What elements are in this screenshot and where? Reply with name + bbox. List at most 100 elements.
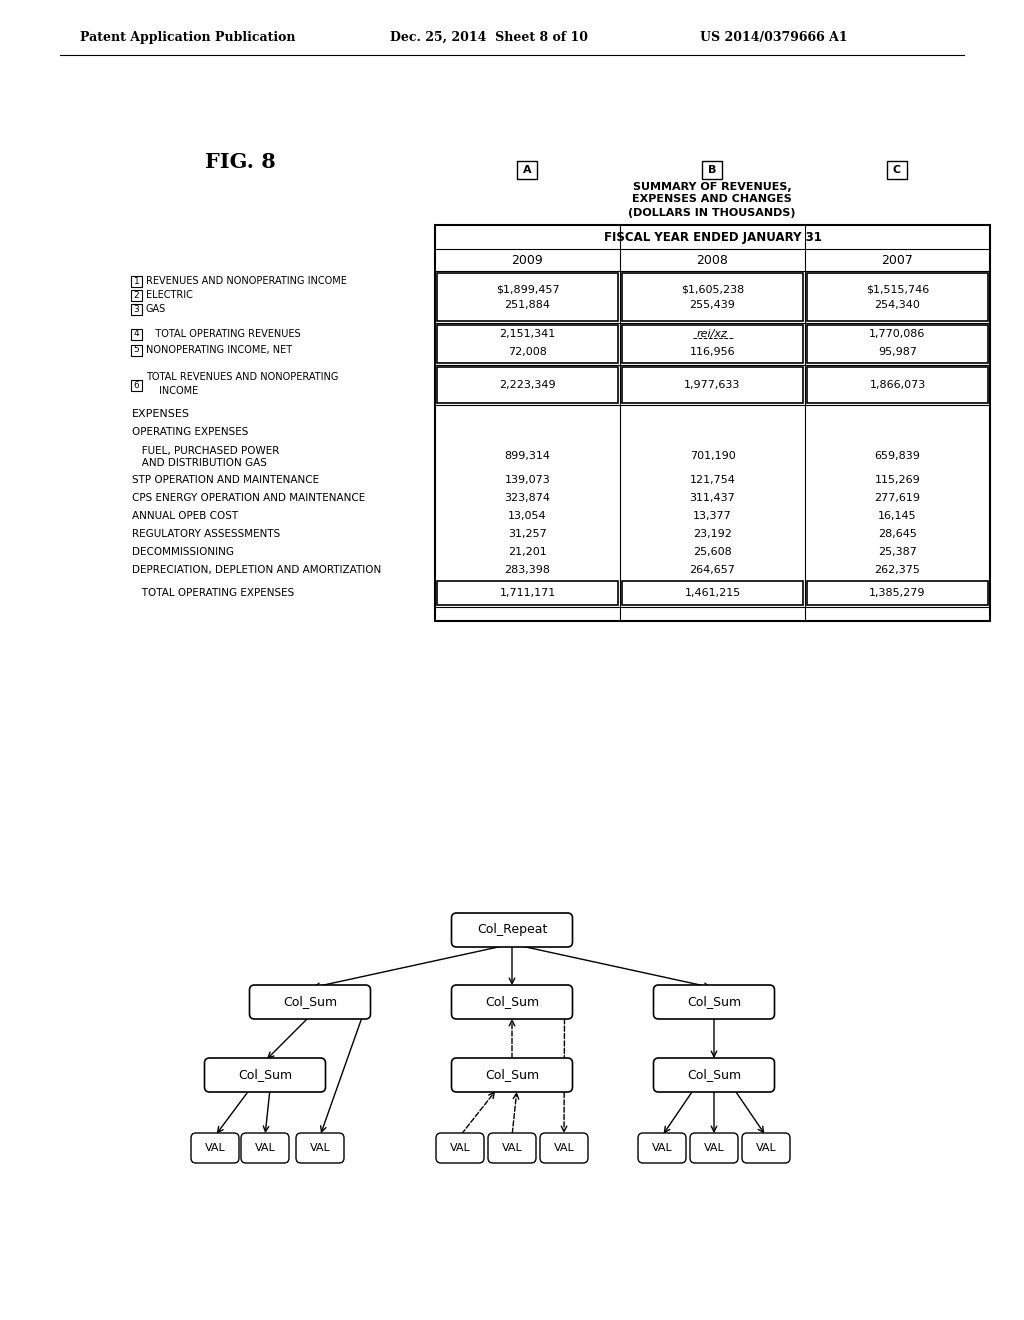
Text: 277,619: 277,619: [874, 492, 921, 503]
Text: REGULATORY ASSESSMENTS: REGULATORY ASSESSMENTS: [132, 529, 281, 539]
Text: 5: 5: [133, 346, 139, 355]
FancyBboxPatch shape: [540, 1133, 588, 1163]
FancyBboxPatch shape: [452, 985, 572, 1019]
Bar: [622, 367, 803, 403]
FancyBboxPatch shape: [638, 1133, 686, 1163]
Text: 2007: 2007: [882, 253, 913, 267]
Bar: [437, 325, 618, 363]
Text: STP OPERATION AND MAINTENANCE: STP OPERATION AND MAINTENANCE: [132, 475, 319, 484]
Text: 255,439: 255,439: [689, 300, 735, 310]
Text: 283,398: 283,398: [505, 565, 551, 576]
Text: FUEL, PURCHASED POWER: FUEL, PURCHASED POWER: [132, 446, 280, 455]
Text: 2,151,341: 2,151,341: [500, 329, 556, 339]
Text: VAL: VAL: [651, 1143, 673, 1152]
Text: 13,054: 13,054: [508, 511, 547, 521]
FancyBboxPatch shape: [250, 985, 371, 1019]
Text: EXPENSES AND CHANGES: EXPENSES AND CHANGES: [632, 194, 792, 205]
Text: 23,192: 23,192: [693, 529, 732, 539]
Text: 2,223,349: 2,223,349: [499, 380, 556, 389]
FancyBboxPatch shape: [653, 985, 774, 1019]
Text: 1,866,073: 1,866,073: [869, 380, 926, 389]
FancyBboxPatch shape: [452, 1059, 572, 1092]
Text: FISCAL YEAR ENDED JANUARY 31: FISCAL YEAR ENDED JANUARY 31: [603, 231, 821, 243]
Bar: [131, 345, 142, 356]
Text: VAL: VAL: [450, 1143, 470, 1152]
Text: ELECTRIC: ELECTRIC: [146, 290, 193, 300]
Bar: [437, 581, 618, 605]
Bar: [702, 161, 722, 180]
Text: 1,770,086: 1,770,086: [869, 329, 926, 339]
Text: TOTAL REVENUES AND NONOPERATING: TOTAL REVENUES AND NONOPERATING: [146, 372, 338, 381]
Text: 21,201: 21,201: [508, 546, 547, 557]
Text: A: A: [522, 165, 531, 176]
Text: 121,754: 121,754: [689, 475, 735, 484]
Text: 25,608: 25,608: [693, 546, 732, 557]
Text: 2009: 2009: [512, 253, 544, 267]
Text: VAL: VAL: [255, 1143, 275, 1152]
Text: DEPRECIATION, DEPLETION AND AMORTIZATION: DEPRECIATION, DEPLETION AND AMORTIZATION: [132, 565, 381, 576]
Text: Col_Sum: Col_Sum: [485, 995, 539, 1008]
Text: 31,257: 31,257: [508, 529, 547, 539]
Text: VAL: VAL: [703, 1143, 724, 1152]
Text: 323,874: 323,874: [505, 492, 551, 503]
FancyBboxPatch shape: [241, 1133, 289, 1163]
Text: 3: 3: [133, 305, 139, 314]
Text: Dec. 25, 2014  Sheet 8 of 10: Dec. 25, 2014 Sheet 8 of 10: [390, 30, 588, 44]
Text: 2: 2: [134, 290, 139, 300]
Text: VAL: VAL: [554, 1143, 574, 1152]
FancyBboxPatch shape: [742, 1133, 790, 1163]
Text: VAL: VAL: [756, 1143, 776, 1152]
Text: 1,461,215: 1,461,215: [684, 587, 740, 598]
Text: (DOLLARS IN THOUSANDS): (DOLLARS IN THOUSANDS): [629, 209, 796, 218]
Text: Patent Application Publication: Patent Application Publication: [80, 30, 296, 44]
Text: TOTAL OPERATING REVENUES: TOTAL OPERATING REVENUES: [146, 329, 301, 339]
Text: Col_Sum: Col_Sum: [687, 1068, 741, 1081]
Bar: [807, 581, 988, 605]
Text: Col_Sum: Col_Sum: [485, 1068, 539, 1081]
Text: 1,977,633: 1,977,633: [684, 380, 740, 389]
Text: CPS ENERGY OPERATION AND MAINTENANCE: CPS ENERGY OPERATION AND MAINTENANCE: [132, 492, 366, 503]
Text: 72,008: 72,008: [508, 347, 547, 356]
Bar: [807, 325, 988, 363]
Text: $1,515,746: $1,515,746: [866, 284, 929, 294]
Text: C: C: [893, 165, 901, 176]
Text: REVENUES AND NONOPERATING INCOME: REVENUES AND NONOPERATING INCOME: [146, 276, 347, 286]
Text: VAL: VAL: [309, 1143, 331, 1152]
Text: Col_Sum: Col_Sum: [238, 1068, 292, 1081]
Text: 13,377: 13,377: [693, 511, 732, 521]
Text: Col_Repeat: Col_Repeat: [477, 924, 547, 936]
Text: 1,711,171: 1,711,171: [500, 587, 556, 598]
Text: 115,269: 115,269: [874, 475, 921, 484]
Text: 139,073: 139,073: [505, 475, 550, 484]
FancyBboxPatch shape: [653, 1059, 774, 1092]
Bar: [622, 273, 803, 321]
Text: INCOME: INCOME: [159, 385, 199, 396]
Text: 311,437: 311,437: [689, 492, 735, 503]
Text: Col_Sum: Col_Sum: [687, 995, 741, 1008]
Text: 116,956: 116,956: [690, 347, 735, 356]
Text: 264,657: 264,657: [689, 565, 735, 576]
Text: 1,385,279: 1,385,279: [869, 587, 926, 598]
Text: TOTAL OPERATING EXPENSES: TOTAL OPERATING EXPENSES: [132, 587, 294, 598]
Text: VAL: VAL: [502, 1143, 522, 1152]
Text: 1: 1: [133, 276, 139, 285]
Text: B: B: [708, 165, 716, 176]
Bar: [131, 329, 142, 341]
Text: 4: 4: [134, 330, 139, 338]
Text: 251,884: 251,884: [505, 300, 551, 310]
Bar: [131, 290, 142, 301]
Text: AND DISTRIBUTION GAS: AND DISTRIBUTION GAS: [132, 458, 267, 469]
Bar: [131, 380, 142, 391]
Text: 95,987: 95,987: [878, 347, 918, 356]
Text: OPERATING EXPENSES: OPERATING EXPENSES: [132, 426, 249, 437]
Bar: [131, 276, 142, 286]
Text: 254,340: 254,340: [874, 300, 921, 310]
Text: VAL: VAL: [205, 1143, 225, 1152]
Bar: [887, 161, 907, 180]
Text: 899,314: 899,314: [505, 451, 551, 461]
Bar: [807, 273, 988, 321]
FancyBboxPatch shape: [690, 1133, 738, 1163]
Text: ANNUAL OPEB COST: ANNUAL OPEB COST: [132, 511, 239, 521]
FancyBboxPatch shape: [191, 1133, 239, 1163]
Bar: [131, 304, 142, 315]
